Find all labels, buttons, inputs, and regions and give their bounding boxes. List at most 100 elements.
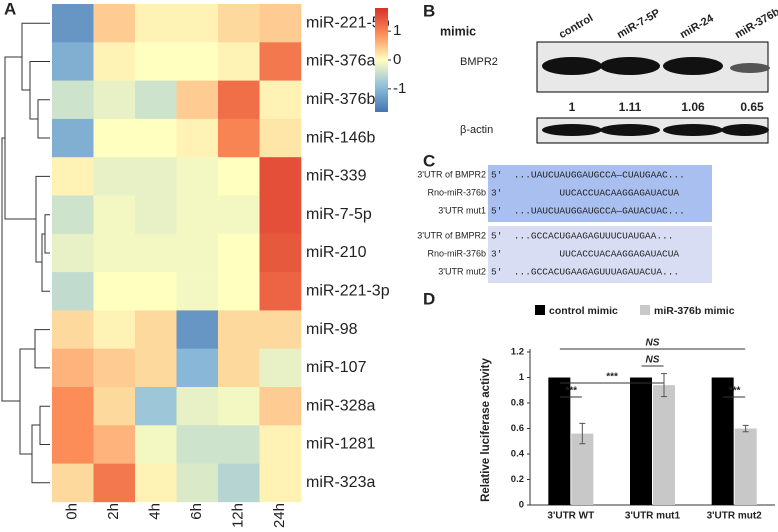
significance-label: ***	[728, 386, 741, 397]
heatmap-cell	[93, 425, 136, 464]
heatmap-cell	[135, 387, 177, 426]
heatmap-cell	[176, 118, 219, 158]
quantification: 0.65	[740, 100, 764, 114]
x-tick-label: 3'UTR mut1	[625, 511, 681, 522]
legend-label: control mimic	[549, 305, 618, 317]
heatmap-cell	[218, 425, 260, 464]
heatmap-cell	[259, 195, 302, 235]
heatmap-cell	[135, 310, 177, 349]
heatmap-cell	[218, 387, 260, 426]
row-label: miR-328a	[306, 397, 375, 414]
heatmap-cell	[135, 4, 177, 43]
heatmap-cell	[52, 195, 94, 235]
colorbar	[375, 8, 388, 112]
y-tick-label: 1.2	[511, 347, 524, 358]
row-label: miR-1281	[306, 436, 375, 453]
heatmap-cell	[218, 80, 260, 120]
heatmap-cell	[135, 42, 177, 81]
alignment-label: 3'UTR mut2	[438, 266, 486, 276]
heatmap-cell	[259, 272, 302, 311]
legend-swatch	[535, 305, 545, 315]
error-bar	[579, 422, 586, 445]
heatmap-cell	[93, 4, 136, 43]
bar	[653, 385, 675, 505]
heatmap-cell	[93, 195, 136, 235]
significance-label: NS	[646, 355, 660, 366]
heatmap-cell	[259, 310, 302, 349]
y-tick-label: 0.4	[511, 449, 525, 460]
blot-bands	[542, 57, 770, 136]
significance-label: ***	[606, 372, 619, 383]
heatmap-cell	[218, 463, 260, 503]
row-label: miR-221-5p	[306, 14, 390, 31]
alignment-box	[488, 165, 712, 222]
column-label: 4h	[147, 503, 164, 520]
alignment-label: Rno-miR-376b	[427, 248, 486, 258]
bar	[711, 377, 734, 505]
y-tick-label: 0	[519, 500, 524, 511]
heatmap-cell	[218, 233, 260, 273]
dendrogram	[1, 22, 50, 484]
heatmap-cell	[52, 4, 94, 43]
row-label: miR-339	[306, 168, 367, 185]
panel-letter: C	[423, 151, 435, 170]
heatmap-cell	[218, 118, 260, 158]
heatmap-cell	[259, 233, 302, 273]
column-label: 24h	[271, 503, 288, 528]
heatmap-cell	[259, 348, 302, 388]
heatmap-cell	[259, 463, 302, 503]
heatmap-cell	[218, 310, 260, 349]
heatmap-cell	[52, 157, 94, 196]
lane-label: control	[557, 12, 595, 41]
heatmap-cell	[176, 80, 219, 120]
colorbar-tick-label: -1	[393, 80, 406, 97]
blot-label: mimic	[440, 24, 476, 38]
alignment-label: 3'UTR of BMPR2	[417, 230, 486, 240]
heatmap-cell	[135, 348, 177, 388]
x-tick-label: 3'UTR WT	[547, 511, 594, 522]
y-tick-label: 0.6	[511, 423, 524, 434]
heatmap-cell	[176, 463, 219, 503]
heatmap-cell	[176, 272, 219, 311]
row-label: miR-323a	[306, 474, 375, 491]
panel-letter: B	[423, 1, 435, 20]
column-label: 12h	[230, 503, 247, 528]
quantification: 1.11	[619, 100, 642, 114]
colorbar-tick-label: 0	[393, 51, 401, 68]
alignment-label: Rno-miR-376b	[427, 187, 486, 197]
heatmap-cell	[93, 157, 136, 196]
heatmap-cell	[52, 42, 94, 81]
heatmap-cell	[218, 157, 260, 196]
heatmap-cell	[259, 4, 302, 43]
heatmap-cell	[135, 233, 177, 273]
alignment-label: 3'UTR mut1	[438, 205, 486, 215]
heatmap-cell	[176, 310, 219, 349]
alignment-sequence: 5' ...GCCACUGAAGAGUUUCUAUGAA...	[491, 231, 673, 242]
y-axis-label: Relative luciferase activity	[480, 357, 492, 501]
heatmap-cell	[135, 157, 177, 196]
heatmap-cell	[259, 425, 302, 464]
row-label: miR-221-3p	[306, 282, 390, 299]
heatmap-cell	[259, 80, 302, 120]
bar	[630, 377, 652, 505]
heatmap-cell	[93, 310, 136, 349]
heatmap-cell	[52, 310, 94, 349]
band-label: BMPR2	[460, 56, 498, 68]
legend-label: miR-376b mimic	[654, 305, 735, 317]
heatmap-cell	[259, 157, 302, 196]
row-label: miR-107	[306, 359, 367, 376]
heatmap-cell	[93, 463, 136, 503]
heatmap-cell	[52, 463, 94, 503]
heatmap-cell	[52, 425, 94, 464]
heatmap-cell	[52, 118, 94, 158]
x-tick-label: 3'UTR mut2	[707, 511, 763, 522]
heatmap-cell	[135, 463, 177, 503]
heatmap-cell	[176, 42, 219, 81]
y-tick-label: 0.8	[511, 398, 524, 409]
heatmap-cell	[176, 195, 219, 235]
significance-label: NS	[646, 338, 660, 349]
heatmap-cell	[176, 157, 219, 196]
row-label: miR-210	[306, 244, 367, 261]
bar	[734, 428, 757, 505]
